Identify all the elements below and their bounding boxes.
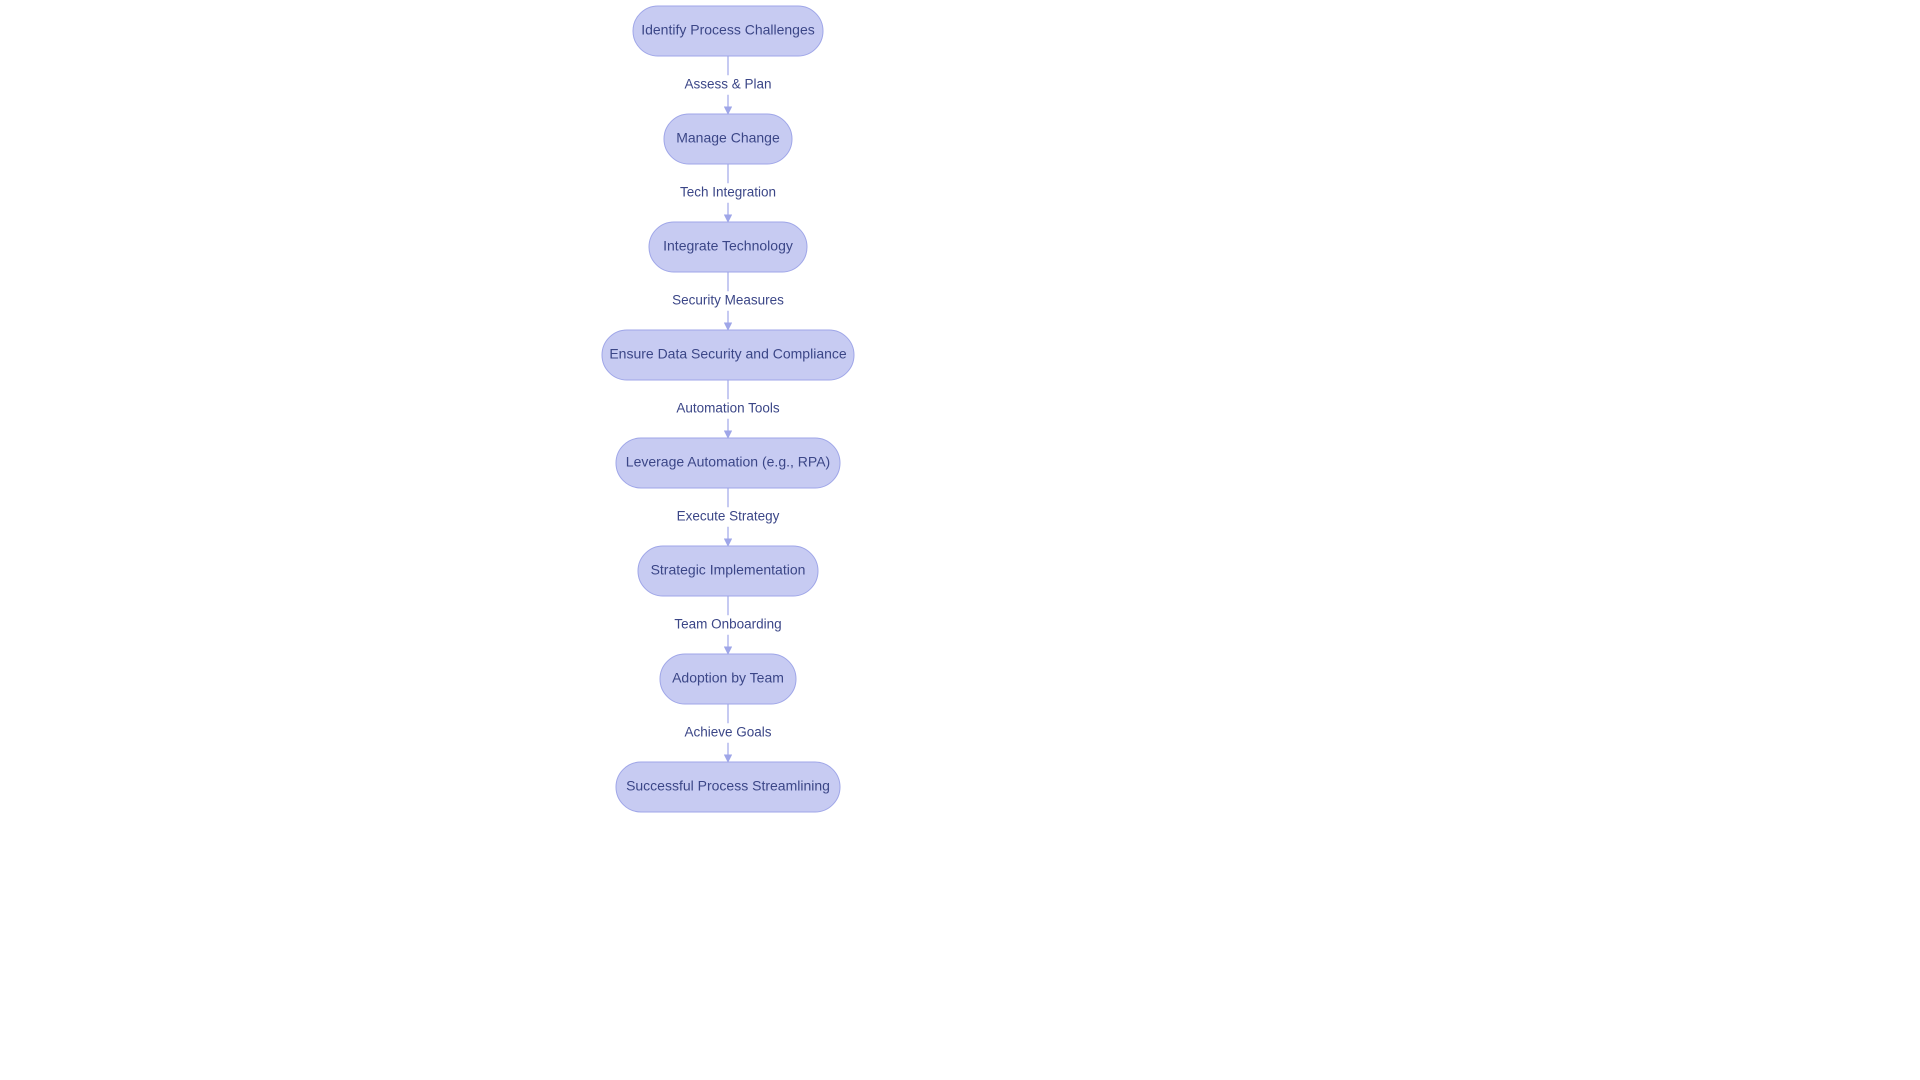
node-label: Successful Process Streamlining <box>626 778 830 794</box>
node-n6: Adoption by Team <box>660 654 796 704</box>
edge-label: Security Measures <box>672 293 784 308</box>
node-label: Leverage Automation (e.g., RPA) <box>626 454 830 470</box>
edge-label: Assess & Plan <box>684 77 771 92</box>
node-n7: Successful Process Streamlining <box>616 762 840 812</box>
node-n0: Identify Process Challenges <box>633 6 823 56</box>
node-n3: Ensure Data Security and Compliance <box>602 330 854 380</box>
edge-0: Assess & Plan <box>675 56 782 114</box>
node-label: Identify Process Challenges <box>641 22 815 38</box>
edge-6: Achieve Goals <box>675 704 782 762</box>
node-n2: Integrate Technology <box>649 222 807 272</box>
edge-label: Tech Integration <box>680 185 776 200</box>
edge-5: Team Onboarding <box>667 596 788 654</box>
node-label: Ensure Data Security and Compliance <box>609 346 847 362</box>
edge-label: Execute Strategy <box>677 509 780 524</box>
edge-4: Execute Strategy <box>664 488 793 546</box>
process-flowchart: Assess & Plan Tech Integration Security Me… <box>0 0 1920 1080</box>
node-n1: Manage Change <box>664 114 792 164</box>
edge-1: Tech Integration <box>664 164 793 222</box>
edge-2: Security Measures <box>660 272 796 330</box>
edge-label: Automation Tools <box>676 401 780 416</box>
node-label: Adoption by Team <box>672 670 784 686</box>
node-label: Strategic Implementation <box>651 562 806 578</box>
edge-label: Achieve Goals <box>684 725 771 740</box>
edge-label: Team Onboarding <box>674 617 781 632</box>
node-n5: Strategic Implementation <box>638 546 818 596</box>
node-label: Manage Change <box>676 130 780 146</box>
node-n4: Leverage Automation (e.g., RPA) <box>616 438 840 488</box>
node-label: Integrate Technology <box>663 238 793 254</box>
edge-3: Automation Tools <box>664 380 793 438</box>
